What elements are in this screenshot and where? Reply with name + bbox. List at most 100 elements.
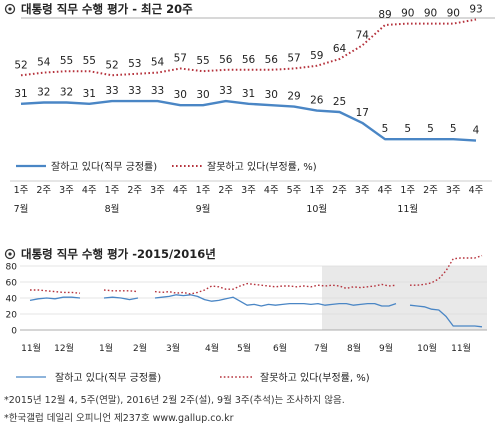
chart2-month-tick: 11월 (21, 342, 41, 354)
chart1-disapprove-label: 93 (469, 4, 482, 16)
chart2-month-tick: 5월 (237, 342, 251, 354)
chart1-approve-label: 26 (310, 95, 324, 107)
chart1-week-tick: 5주 (287, 185, 302, 196)
chart2-x-ticks: 11월 12월 1월 2월 3월 4월 5월 6월 7월 8월 9월 10월 11월 (21, 342, 471, 354)
chart1-week-tick: 2주 (127, 185, 142, 196)
footnote-survey-gaps: *2015년 12월 4, 5주(연말), 2016년 2월 2주(설), 9월… (4, 394, 345, 406)
chart2-disapprove-segment (410, 254, 483, 286)
chart2-y-tick: 60 (6, 279, 18, 289)
chart1-approve-label: 25 (333, 96, 346, 108)
chart2-month-tick: 10월 (417, 342, 437, 354)
chart1-approve-label: 33 (128, 85, 141, 97)
chart1-approve-line (20, 99, 477, 142)
chart1-approve-label: 33 (151, 85, 164, 97)
chart1-approve-label: 32 (60, 86, 73, 98)
chart1-month-tick: 11월 (397, 203, 418, 215)
chart2-month-tick: 9월 (379, 342, 393, 354)
chart1-week-tick: 4주 (469, 185, 484, 196)
chart1-week-tick: 2주 (218, 185, 233, 196)
chart2-approve-segment (409, 304, 483, 328)
chart1-approve-label: 5 (404, 123, 411, 135)
footnote-source: *한국갤럽 데일리 오피니언 제237호 www.gallup.co.kr (4, 412, 234, 424)
chart1-disapprove-label: 52 (14, 59, 27, 71)
chart1-disapprove-label: 52 (105, 59, 118, 71)
chart1-title: 대통령 직무 수행 평가 - 최근 20주 (21, 2, 193, 16)
chart2-y-tick: 20 (6, 311, 18, 321)
chart1-header: 대통령 직무 수행 평가 - 최근 20주 (4, 2, 193, 16)
chart1-disapprove-label: 54 (37, 57, 51, 69)
legend2-approve-label: 잘하고 있다(직무 긍정률) (55, 371, 161, 384)
chart1-disapprove-label: 89 (378, 9, 391, 21)
chart1-disapprove-label: 53 (128, 58, 141, 70)
chart1-approve-label: 30 (174, 89, 187, 101)
chart2-y-tick: 40 (6, 295, 18, 305)
chart1-week-tick: 1주 (400, 185, 415, 196)
chart1-week-tick: 3주 (59, 185, 74, 196)
chart1-approve-label: 31 (242, 88, 255, 100)
chart1-approve-label: 4 (473, 125, 480, 137)
chart2-header: 대통령 직무 수행 평가 -2015/2016년 (4, 247, 216, 261)
target-bullet-dot (8, 7, 12, 11)
chart1-week-tick: 1주 (196, 185, 211, 196)
chart2-y-ticks: 0 20 40 60 80 (6, 263, 18, 337)
chart1-approve-label: 17 (356, 107, 369, 119)
chart2-month-tick: 11월 (451, 342, 471, 354)
legend-disapprove-label: 잘못하고 있다(부정률, %) (207, 160, 317, 173)
chart1-disapprove-label: 56 (242, 54, 256, 66)
chart2-approve-segment (154, 294, 397, 307)
chart2-disapprove-segment (154, 282, 397, 295)
chart1-legend: 잘하고 있다(직무 긍정률) 잘못하고 있다(부정률, %) (16, 160, 317, 173)
chart1-disapprove-label: 74 (356, 29, 370, 41)
chart2-approve-segment (103, 296, 139, 301)
chart1-week-tick: 2주 (332, 185, 347, 196)
chart1-disapprove-label: 54 (151, 57, 165, 69)
chart2-month-tick: 7월 (314, 342, 328, 354)
chart1-week-tick: 1주 (105, 185, 120, 196)
chart1-disapprove-label: 57 (174, 52, 187, 64)
chart1-week-tick: 3주 (150, 185, 165, 196)
chart1-disapprove-label: 64 (333, 43, 347, 55)
chart2-month-tick: 6월 (273, 342, 287, 354)
chart1-week-tick: 3주 (241, 185, 256, 196)
chart1-disapprove-label: 59 (310, 50, 323, 62)
chart1-approve-label: 33 (105, 85, 118, 97)
chart1-approve-label: 5 (427, 123, 434, 135)
chart2-series (29, 254, 483, 328)
chart2-disapprove-segment (103, 289, 139, 293)
legend-approve-label: 잘하고 있다(직무 긍정률) (51, 160, 157, 173)
chart1-disapprove-label: 55 (83, 55, 96, 67)
chart1-approve-label: 33 (219, 85, 232, 97)
chart1-disapprove-label: 56 (219, 54, 233, 66)
chart1-disapprove-label: 55 (60, 55, 73, 67)
chart2-approve-segment (29, 296, 81, 302)
chart1-month-tick: 8월 (105, 203, 120, 215)
target-bullet-dot-2 (8, 252, 12, 256)
chart2-month-tick: 3월 (166, 342, 180, 354)
chart1-approve-label: 30 (265, 89, 278, 101)
chart1-month-tick: 9월 (196, 203, 211, 215)
chart1-series (20, 18, 477, 142)
chart1-disapprove-label: 55 (196, 55, 209, 67)
chart2-gridlines (20, 265, 487, 331)
chart1-disapprove-label: 57 (287, 52, 300, 64)
chart1-approve-label: 31 (14, 88, 27, 100)
target-bullet-icon-2 (4, 248, 16, 260)
chart1-week-tick: 1주 (14, 185, 29, 196)
chart2-month-tick: 4월 (205, 342, 219, 354)
chart2-title: 대통령 직무 수행 평가 -2015/2016년 (21, 247, 216, 261)
chart1-week-tick: 4주 (173, 185, 188, 196)
chart1-week-tick: 4주 (82, 185, 97, 196)
chart1-disapprove-label: 90 (401, 8, 414, 20)
chart1-x-ticks: 1주 2주 3주 4주 1주 2주 3주 4주 1주 2주 3주 4주 5주 1주 2주 3주 4주 1주 2주 3주… (14, 185, 484, 215)
chart1-approve-label: 29 (287, 91, 300, 103)
target-bullet-icon (4, 3, 16, 15)
chart1-disapprove-label: 90 (424, 8, 437, 20)
chart2-y-tick: 80 (6, 263, 18, 273)
chart1-month-tick: 10월 (306, 203, 327, 215)
chart2-legend: 잘하고 있다(직무 긍정률) 잘못하고 있다(부정률, %) (16, 371, 370, 384)
chart1-week-tick: 1주 (309, 185, 324, 196)
chart1-week-tick: 2주 (423, 185, 438, 196)
chart1-week-tick: 3주 (355, 185, 370, 196)
